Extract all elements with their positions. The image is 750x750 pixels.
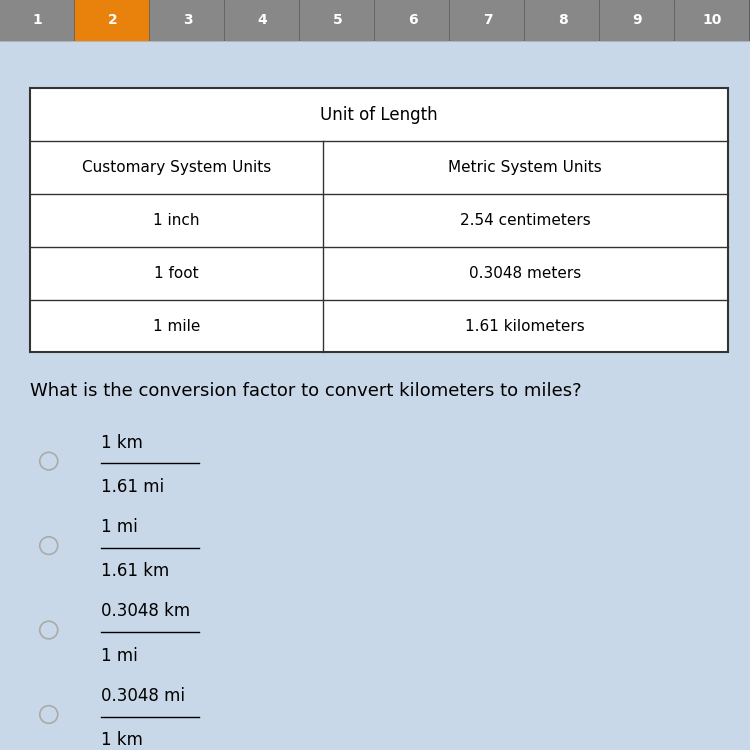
Text: 1 km: 1 km bbox=[101, 731, 143, 749]
Text: What is the conversion factor to convert kilometers to miles?: What is the conversion factor to convert… bbox=[30, 382, 582, 400]
Text: 1.61 kilometers: 1.61 kilometers bbox=[465, 319, 585, 334]
Text: 6: 6 bbox=[408, 13, 417, 27]
Text: 5: 5 bbox=[333, 13, 342, 27]
Bar bbox=[675, 0, 748, 40]
Bar bbox=[30, 88, 728, 352]
Text: 1: 1 bbox=[33, 13, 42, 27]
Text: 0.3048 meters: 0.3048 meters bbox=[469, 266, 581, 280]
Bar bbox=[450, 0, 523, 40]
Text: 8: 8 bbox=[558, 13, 568, 27]
Text: Customary System Units: Customary System Units bbox=[82, 160, 271, 175]
Bar bbox=[375, 0, 448, 40]
Text: 4: 4 bbox=[258, 13, 267, 27]
Bar bbox=[150, 0, 223, 40]
Bar bbox=[0, 0, 73, 40]
Bar bbox=[0, 0, 750, 40]
Text: Unit of Length: Unit of Length bbox=[320, 106, 437, 124]
Bar bbox=[600, 0, 673, 40]
Text: 1 mile: 1 mile bbox=[153, 319, 200, 334]
Text: 1 foot: 1 foot bbox=[154, 266, 199, 280]
Text: 9: 9 bbox=[633, 13, 642, 27]
Bar bbox=[300, 0, 373, 40]
Text: 3: 3 bbox=[183, 13, 192, 27]
Text: 1.61 km: 1.61 km bbox=[101, 562, 170, 580]
Text: 7: 7 bbox=[483, 13, 492, 27]
Text: 1 inch: 1 inch bbox=[153, 213, 200, 228]
Text: 2: 2 bbox=[108, 13, 117, 27]
Text: 1 km: 1 km bbox=[101, 433, 143, 451]
Text: Metric System Units: Metric System Units bbox=[448, 160, 602, 175]
Text: 1 mi: 1 mi bbox=[101, 518, 138, 536]
Bar bbox=[225, 0, 298, 40]
Text: 0.3048 mi: 0.3048 mi bbox=[101, 687, 185, 705]
Bar bbox=[75, 0, 148, 40]
Text: 10: 10 bbox=[703, 13, 722, 27]
Bar bbox=[525, 0, 598, 40]
Text: 1.61 mi: 1.61 mi bbox=[101, 478, 164, 496]
Text: 2.54 centimeters: 2.54 centimeters bbox=[460, 213, 590, 228]
Text: 0.3048 km: 0.3048 km bbox=[101, 602, 190, 620]
Text: 1 mi: 1 mi bbox=[101, 647, 138, 665]
